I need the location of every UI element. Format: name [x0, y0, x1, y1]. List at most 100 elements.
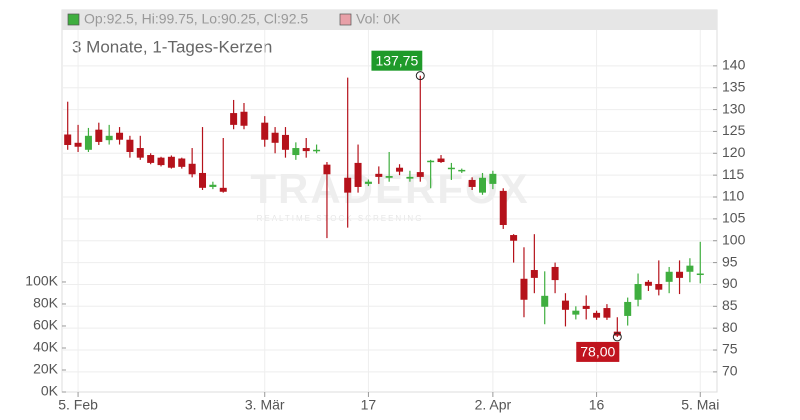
subtitle: 3 Monate, 1-Tages-Kerzen	[72, 37, 272, 56]
legend-swatch	[67, 13, 80, 26]
candle-body	[593, 312, 601, 318]
x-tick-label: 3. Mär	[245, 397, 285, 413]
candle-body	[385, 176, 393, 178]
candle-body	[302, 148, 310, 152]
candle-body	[261, 122, 269, 140]
candle-body	[458, 169, 466, 172]
candle-body	[541, 295, 549, 307]
candle-body	[447, 167, 455, 170]
candle-body	[427, 160, 435, 163]
candle-body	[686, 265, 694, 272]
candle-body	[240, 111, 248, 126]
candle-body	[634, 284, 642, 300]
y-tick-label: 120	[722, 144, 746, 160]
candle-body	[603, 308, 611, 318]
candle-body	[396, 167, 404, 172]
candle-body	[199, 172, 207, 188]
watermark: TRADERFOX	[250, 165, 529, 212]
y-tick-label: 85	[722, 297, 738, 313]
annotation-box	[371, 50, 423, 71]
candle-body	[665, 271, 673, 282]
legend-label: Op:92.5, Hi:99.75, Lo:90.25, Cl:92.5	[84, 11, 308, 27]
candle-body	[644, 281, 652, 286]
candle-body	[624, 301, 632, 316]
candle-body	[64, 134, 72, 145]
x-tick-label: 2. Apr	[475, 397, 512, 413]
candle-body	[489, 173, 497, 184]
y2-tick-label: 60K	[33, 317, 59, 333]
x-tick-label: 16	[589, 397, 605, 413]
candle-body	[271, 132, 279, 143]
x-tick-label: 5. Feb	[58, 397, 98, 413]
candle-body	[126, 139, 134, 152]
x-tick-label: 17	[361, 397, 377, 413]
y-tick-label: 110	[722, 188, 745, 204]
y2-tick-label: 80K	[33, 295, 59, 311]
candle-body	[116, 132, 124, 140]
candle-body	[209, 184, 217, 187]
candle-body	[95, 129, 103, 142]
candle-body	[582, 305, 590, 309]
y-tick-label: 125	[722, 122, 746, 138]
candle-body	[364, 181, 372, 184]
y-tick-label: 105	[722, 210, 746, 226]
candle-body	[468, 179, 476, 187]
legend-swatch	[339, 13, 352, 26]
y-tick-label: 95	[722, 253, 738, 269]
legend-bar	[62, 10, 717, 30]
y-tick-label: 75	[722, 341, 738, 357]
y2-tick-label: 20K	[33, 361, 59, 377]
y-tick-label: 80	[722, 319, 738, 335]
candle-body	[178, 158, 186, 167]
candle-body	[219, 187, 227, 192]
candle-body	[344, 177, 352, 193]
y-tick-label: 135	[722, 78, 746, 94]
candle-body	[696, 273, 704, 276]
candle-body	[561, 300, 569, 310]
annotation: 78,00	[576, 341, 620, 362]
annotation-label: 137,75	[375, 52, 418, 68]
legend-label: Vol: 0K	[356, 11, 401, 27]
candle-body	[655, 284, 663, 290]
candle-body	[354, 162, 362, 187]
candle-body	[676, 271, 684, 278]
candle-body	[551, 266, 559, 281]
y2-tick-label: 100K	[25, 273, 58, 289]
candle-body	[167, 156, 175, 168]
candle-body	[613, 331, 621, 336]
candle-body	[230, 113, 238, 125]
candle-body	[520, 278, 528, 300]
candle-body	[406, 176, 414, 179]
candle-body	[313, 149, 321, 152]
candle-body	[136, 148, 144, 158]
candle-body	[281, 134, 289, 150]
candle-body	[499, 190, 507, 225]
y-tick-label: 70	[722, 363, 738, 379]
candle-body	[188, 163, 196, 175]
candle-body	[74, 142, 82, 147]
candle-body	[437, 158, 445, 163]
candle-body	[375, 173, 383, 177]
candle-body	[292, 148, 300, 156]
x-tick-label: 5. Mai	[681, 397, 719, 413]
candle-body	[147, 155, 155, 163]
annotation: 137,75	[371, 50, 423, 71]
annotation-marker	[612, 332, 622, 342]
candle-body	[105, 135, 113, 141]
candle-body	[416, 172, 424, 177]
candle-body	[157, 157, 165, 166]
candle-body	[323, 164, 331, 175]
y2-tick-label: 0K	[41, 383, 59, 399]
y2-tick-label: 40K	[33, 339, 59, 355]
y-tick-label: 130	[722, 100, 746, 116]
candle-body	[84, 135, 92, 150]
candle-body	[479, 177, 486, 193]
y-tick-label: 100	[722, 231, 746, 247]
y-tick-label: 115	[722, 166, 745, 182]
y-tick-label: 90	[722, 275, 738, 291]
y-tick-label: 140	[722, 57, 746, 73]
candle-body	[510, 235, 518, 241]
candle-body	[530, 270, 538, 278]
annotation-marker	[415, 71, 425, 81]
